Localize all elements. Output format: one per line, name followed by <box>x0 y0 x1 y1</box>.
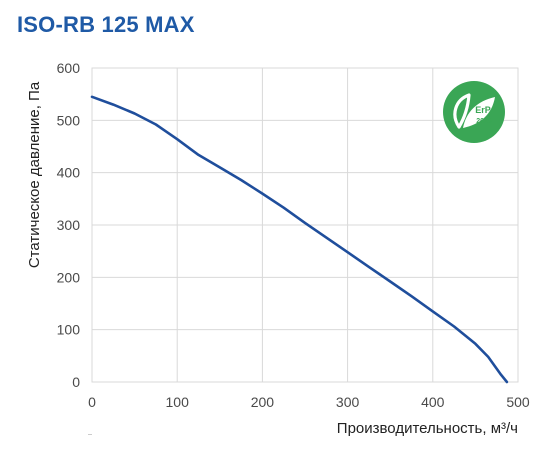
x-tick-label: 0 <box>88 394 96 410</box>
left-leaf-icon <box>453 93 471 129</box>
x-axis-label: Производительность, м³/ч <box>337 420 518 437</box>
stray-mark <box>88 434 92 435</box>
y-tick-label: 200 <box>57 269 81 285</box>
y-tick-label: 500 <box>57 112 81 128</box>
tick-labels: 0 100 200 300 400 500 0 100 200 300 400 500 600 <box>57 60 530 410</box>
chart-title: ISO-RB 125 MAX <box>17 12 195 37</box>
y-tick-label: 0 <box>72 374 80 390</box>
x-tick-label: 400 <box>421 394 445 410</box>
y-tick-label: 100 <box>57 322 81 338</box>
y-tick-label: 300 <box>57 217 81 233</box>
x-tick-label: 100 <box>166 394 190 410</box>
y-axis-label: Статическое давление, Па <box>26 81 43 268</box>
y-tick-label: 600 <box>57 60 81 76</box>
x-tick-label: 300 <box>336 394 360 410</box>
y-tick-label: 400 <box>57 165 81 181</box>
x-tick-label: 500 <box>506 394 530 410</box>
series <box>90 95 509 384</box>
erp-2018-badge: ErP 2018 <box>443 81 505 143</box>
x-tick-label: 200 <box>251 394 275 410</box>
series-line-pressure-curve <box>90 95 509 384</box>
badge-text-year: 2018 <box>476 118 492 125</box>
badge-text-erp: ErP <box>475 105 491 115</box>
right-leaf-icon <box>463 97 495 128</box>
